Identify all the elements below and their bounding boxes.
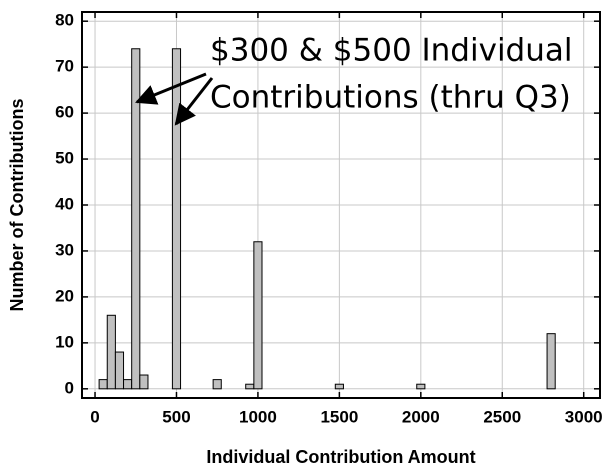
y-tick-label: 80 bbox=[55, 11, 74, 30]
x-tick-label: 1500 bbox=[320, 407, 358, 426]
y-tick-label: 0 bbox=[65, 378, 74, 397]
x-tick-label: 500 bbox=[162, 407, 190, 426]
x-tick-label: 0 bbox=[90, 407, 99, 426]
y-axis-label: Number of Contributions bbox=[7, 99, 27, 312]
bar bbox=[123, 379, 133, 390]
y-tick-label: 20 bbox=[55, 286, 74, 305]
y-tick-label: 30 bbox=[55, 240, 74, 259]
annotation: Contributions (thru Q3) bbox=[210, 80, 571, 116]
bar bbox=[98, 379, 108, 390]
bar bbox=[171, 48, 182, 390]
bar bbox=[114, 351, 125, 390]
bar bbox=[416, 383, 426, 390]
y-tick-label: 70 bbox=[55, 57, 74, 76]
x-tick-label: 1000 bbox=[239, 407, 277, 426]
plot-frame bbox=[81, 11, 601, 399]
bar bbox=[131, 48, 141, 390]
y-tick-label: 60 bbox=[55, 103, 74, 122]
x-tick-label: 2000 bbox=[402, 407, 440, 426]
bar bbox=[334, 383, 344, 390]
bar bbox=[106, 314, 116, 390]
bar bbox=[139, 374, 149, 390]
arrow bbox=[135, 72, 207, 105]
arrow bbox=[174, 77, 214, 126]
bar bbox=[245, 383, 255, 390]
x-axis-label: Individual Contribution Amount bbox=[206, 447, 475, 467]
bar bbox=[546, 333, 556, 390]
x-tick-label: 2500 bbox=[483, 407, 521, 426]
bar bbox=[253, 241, 263, 390]
bar bbox=[212, 379, 222, 390]
y-tick-label: 40 bbox=[55, 194, 74, 213]
x-tick-label: 3000 bbox=[565, 407, 603, 426]
y-tick-label: 50 bbox=[55, 149, 74, 168]
annotation: $300 & $500 Individual bbox=[210, 33, 573, 69]
y-tick-label: 10 bbox=[55, 332, 74, 351]
